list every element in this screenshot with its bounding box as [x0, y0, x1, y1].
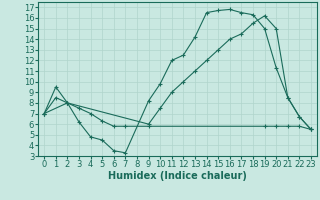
X-axis label: Humidex (Indice chaleur): Humidex (Indice chaleur)	[108, 171, 247, 181]
